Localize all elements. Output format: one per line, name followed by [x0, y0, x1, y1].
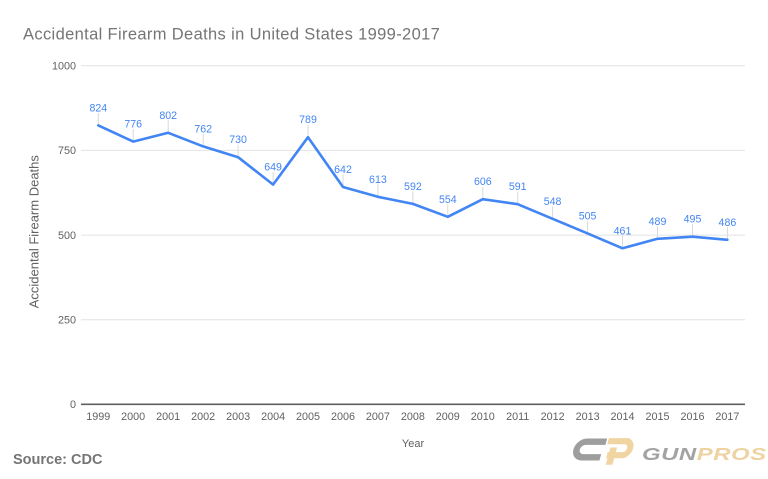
svg-text:2005: 2005 [296, 411, 320, 423]
svg-text:642: 642 [334, 164, 352, 176]
svg-text:2015: 2015 [645, 411, 669, 423]
svg-text:613: 613 [369, 174, 387, 186]
svg-text:Accidental Firearm Deaths: Accidental Firearm Deaths [27, 155, 42, 309]
svg-text:Year: Year [402, 438, 425, 450]
svg-text:0: 0 [70, 399, 76, 411]
svg-text:548: 548 [544, 196, 562, 208]
svg-text:2012: 2012 [541, 411, 565, 423]
svg-text:802: 802 [159, 110, 177, 122]
svg-text:2017: 2017 [715, 411, 739, 423]
svg-text:495: 495 [684, 214, 702, 226]
svg-text:649: 649 [264, 162, 282, 174]
svg-text:2007: 2007 [366, 411, 390, 423]
svg-text:2013: 2013 [576, 411, 600, 423]
svg-text:762: 762 [194, 123, 212, 135]
svg-text:591: 591 [509, 181, 527, 193]
svg-text:2004: 2004 [261, 411, 285, 423]
svg-text:Source: CDC: Source: CDC [13, 452, 103, 468]
svg-text:500: 500 [58, 230, 76, 242]
svg-text:2000: 2000 [121, 411, 145, 423]
svg-text:776: 776 [124, 119, 142, 131]
svg-text:250: 250 [58, 315, 76, 327]
svg-text:730: 730 [229, 134, 247, 146]
svg-text:2002: 2002 [191, 411, 215, 423]
svg-text:1000: 1000 [52, 61, 76, 73]
svg-text:2003: 2003 [226, 411, 250, 423]
svg-text:1999: 1999 [86, 411, 110, 423]
svg-text:486: 486 [719, 217, 737, 229]
svg-text:2008: 2008 [401, 411, 425, 423]
svg-text:GUNPROS: GUNPROS [642, 445, 767, 465]
svg-text:789: 789 [299, 114, 317, 126]
svg-text:505: 505 [579, 210, 597, 222]
svg-text:554: 554 [439, 194, 457, 206]
svg-text:2010: 2010 [471, 411, 495, 423]
svg-text:2016: 2016 [680, 411, 704, 423]
svg-text:2014: 2014 [610, 411, 634, 423]
svg-text:2009: 2009 [436, 411, 460, 423]
svg-text:461: 461 [614, 225, 632, 237]
svg-text:750: 750 [58, 145, 76, 157]
svg-text:489: 489 [649, 216, 667, 228]
svg-text:592: 592 [404, 181, 422, 193]
svg-text:824: 824 [89, 102, 107, 114]
svg-text:Accidental Firearm Deaths in U: Accidental Firearm Deaths in United Stat… [23, 26, 440, 44]
svg-text:2011: 2011 [506, 411, 529, 423]
svg-text:606: 606 [474, 176, 492, 188]
svg-text:2001: 2001 [156, 411, 180, 423]
svg-text:2006: 2006 [331, 411, 355, 423]
